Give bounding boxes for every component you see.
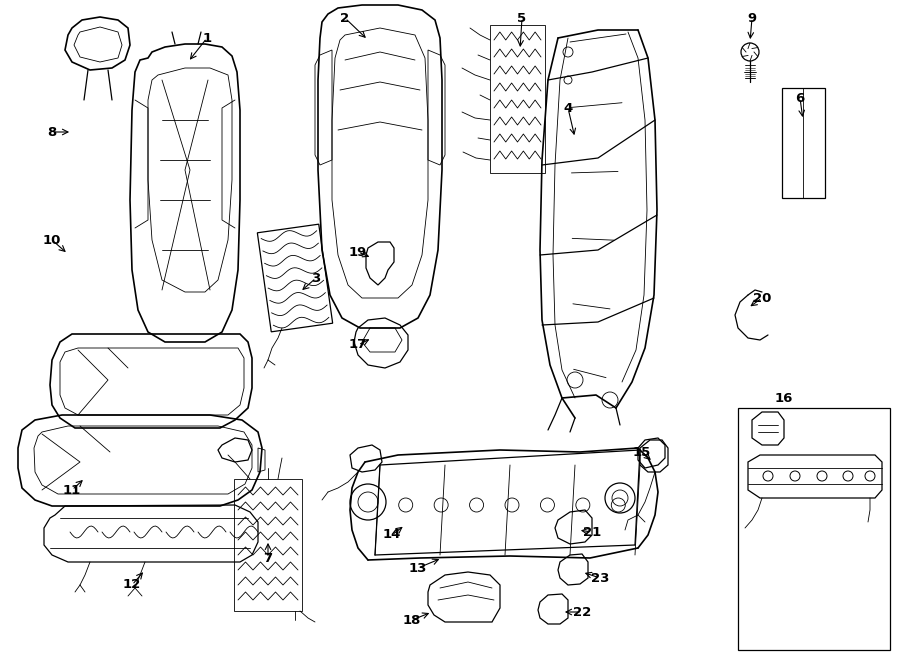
Text: 14: 14: [382, 528, 401, 542]
Text: 3: 3: [311, 271, 320, 285]
Text: 15: 15: [633, 446, 651, 459]
Text: 16: 16: [775, 391, 793, 404]
Text: 20: 20: [752, 291, 771, 305]
Text: 13: 13: [409, 561, 428, 575]
Text: 5: 5: [518, 11, 526, 24]
Text: 11: 11: [63, 483, 81, 496]
Text: 10: 10: [43, 234, 61, 246]
Text: 17: 17: [349, 338, 367, 352]
Text: 6: 6: [796, 91, 805, 105]
Text: 1: 1: [202, 32, 211, 44]
Text: 12: 12: [123, 579, 141, 592]
Bar: [738, 408, 890, 650]
Text: 23: 23: [590, 571, 609, 585]
Text: 19: 19: [349, 246, 367, 258]
Text: 18: 18: [403, 614, 421, 626]
Text: 9: 9: [747, 11, 757, 24]
Bar: [257, 224, 333, 332]
Text: 22: 22: [573, 606, 591, 618]
Text: 7: 7: [264, 551, 273, 565]
Text: 4: 4: [563, 101, 572, 115]
Text: 2: 2: [340, 11, 349, 24]
Text: 8: 8: [48, 126, 57, 138]
Text: 21: 21: [583, 526, 601, 538]
